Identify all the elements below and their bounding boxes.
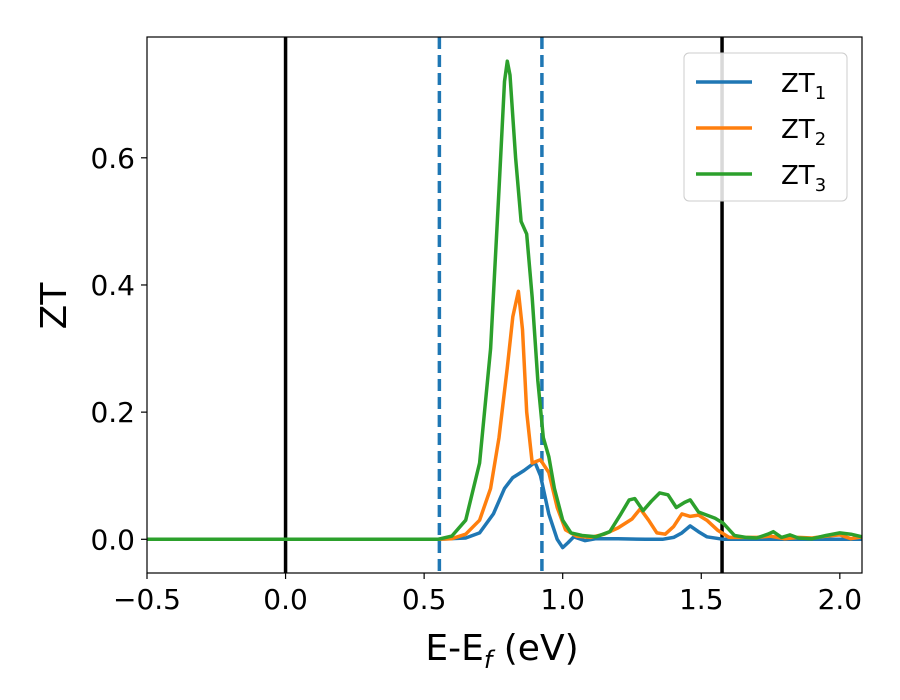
x-tick-label: 2.0	[818, 583, 863, 616]
x-tick-label: 0.0	[263, 583, 308, 616]
plot-frame	[146, 36, 863, 574]
legend-label-zt1: ZT1	[781, 69, 826, 104]
y-tick-label: 0.6	[90, 142, 135, 175]
series-line-zt3	[147, 59, 862, 542]
y-tick-label: 0.0	[90, 523, 135, 556]
x-tick-label: 1.5	[679, 583, 724, 616]
axis-ticks: −0.5 0.0 0.5 1.0 1.5 2.0 0.0 0.2 0.4 0.6	[90, 142, 862, 616]
legend: ZT1 ZT2 ZT3	[683, 52, 848, 202]
y-axis-label: ZT	[34, 282, 75, 330]
series-line-zt1	[147, 460, 862, 550]
x-tick-label: 1.0	[540, 583, 585, 616]
x-tick-label: 0.5	[402, 583, 447, 616]
y-tick-label: 0.4	[90, 269, 135, 302]
legend-box	[683, 52, 848, 202]
legend-label-zt2: ZT2	[781, 115, 826, 150]
x-tick-label: −0.5	[113, 583, 181, 616]
legend-label-zt3: ZT3	[781, 161, 826, 196]
y-tick-label: 0.2	[90, 396, 135, 429]
x-axis-label: E-Ef (eV)	[425, 628, 578, 674]
series-line-zt2	[147, 289, 862, 542]
